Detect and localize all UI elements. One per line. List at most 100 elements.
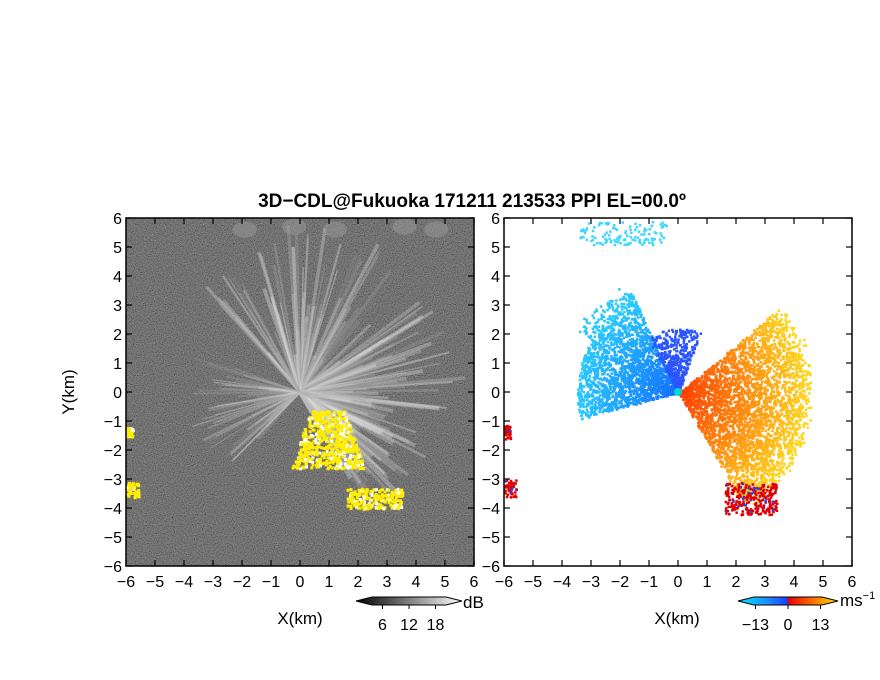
right-velocity-pixel (597, 341, 601, 345)
right-velocity-pixel (787, 386, 791, 389)
right-velocity-pixel (698, 419, 701, 423)
right-velocity-pixel (683, 389, 686, 393)
left-beam (299, 298, 305, 393)
left-yellow-pixel (390, 492, 394, 496)
left-beam (286, 328, 301, 393)
right-velocity-pixel (592, 413, 596, 416)
left-yellow-pixel (340, 412, 344, 416)
right-velocity-pixel (617, 340, 621, 344)
left-beam (299, 390, 394, 413)
left-beam (299, 321, 361, 393)
right-velocity-pixel (602, 345, 605, 348)
left-panel-noise (126, 218, 474, 566)
right-velocity-pixel (795, 439, 798, 443)
right-velocity-pixel (589, 366, 592, 370)
right-velocity-pixel (791, 356, 795, 360)
left-yellow-pixel (343, 427, 347, 431)
left-yellow-pixel (300, 455, 304, 459)
left-yellow-pixel (352, 491, 356, 495)
right-velocity-pixel (656, 358, 659, 362)
right-velocity-pixel (656, 364, 660, 367)
left-beam (219, 387, 301, 393)
right-velocity-pixel (776, 472, 780, 476)
right-velocity-pixel (662, 337, 666, 340)
left-yellow-pixel (317, 423, 321, 427)
right-velocity-pixel (624, 316, 627, 320)
right-velocity-pixel (657, 387, 661, 391)
right-velocity-pixel (608, 365, 612, 368)
right-velocity-pixel (666, 333, 669, 337)
right-velocity-pixel (673, 338, 676, 341)
right-velocity-pixel (610, 372, 613, 375)
right-velocity-pixel (726, 422, 729, 425)
right-velocity-pixel (627, 353, 631, 357)
right-velocity-pixel (647, 355, 650, 358)
left-yellow-pixel (332, 455, 336, 459)
right-velocity-pixel (637, 361, 641, 365)
right-velocity-pixel (586, 410, 590, 414)
left-yellow-pixel (133, 485, 137, 489)
right-velocity-pixel (709, 416, 712, 419)
right-velocity-pixel (606, 366, 610, 370)
right-velocity-pixel (728, 480, 732, 483)
right-velocity-pixel (593, 391, 597, 394)
left-yellow-pixel (357, 448, 361, 452)
left-beam (299, 367, 348, 394)
right-velocity-pixel (605, 396, 608, 399)
right-velocity-pixel (656, 354, 660, 357)
right-velocity-pixel (634, 389, 638, 393)
left-beam (263, 389, 301, 393)
right-velocity-pixel (695, 379, 698, 382)
right-velocity-pixel (616, 316, 619, 320)
right-velocity-pixel (760, 380, 764, 384)
left-beam (299, 356, 386, 393)
right-velocity-pixel (678, 360, 682, 363)
right-velocity-pixel (737, 424, 741, 428)
right-velocity-pixel (652, 384, 656, 388)
left-yellow-pixel (360, 459, 364, 463)
right-velocity-pixel (802, 441, 806, 445)
right-velocity-pixel (653, 381, 656, 384)
left-beam (299, 310, 434, 394)
right-velocity-pixel (607, 305, 610, 308)
right-velocity-pixel (647, 371, 651, 375)
left-beam (298, 317, 321, 393)
right-velocity-pixel (622, 336, 626, 340)
right-velocity-pixel (669, 381, 673, 384)
right-velocity-pixel (693, 387, 696, 391)
right-velocity-pixel (585, 405, 588, 408)
right-velocity-pixel (737, 391, 741, 395)
right-velocity-pixels (504, 220, 813, 517)
left-yellow-pixel (319, 425, 323, 429)
right-velocity-pixel (784, 373, 788, 376)
right-velocity-pixel (664, 393, 668, 397)
right-velocity-pixel (606, 335, 610, 338)
left-yellow-pixel (296, 457, 300, 461)
right-velocity-pixel (765, 438, 768, 441)
left-beam (299, 382, 356, 394)
left-beam (299, 359, 341, 394)
right-velocity-pixel (640, 366, 644, 370)
right-velocity-pixel (600, 313, 603, 317)
left-yellow-pixel (394, 496, 398, 500)
left-yellow-pixel (307, 447, 311, 451)
right-velocity-pixel (597, 356, 601, 360)
right-velocity-pixel (625, 371, 629, 374)
right-velocity-pixel (783, 365, 787, 368)
right-velocity-pixel (634, 373, 638, 377)
right-velocity-pixel (764, 469, 767, 473)
left-beam (299, 389, 441, 411)
right-velocity-pixel (666, 344, 669, 348)
right-velocity-pixel (657, 376, 660, 379)
left-yellow-pixel (306, 456, 310, 460)
left-yellow-pixel (338, 437, 342, 441)
right-velocity-pixel (758, 326, 761, 330)
right-velocity-pixel (635, 309, 639, 312)
right-velocity-pixel (655, 368, 659, 372)
left-yellow-pixel (302, 431, 306, 435)
right-velocity-pixel (668, 380, 671, 383)
right-velocity-pixel (666, 356, 669, 359)
right-velocity-pixel (726, 400, 730, 404)
left-yellow-patches (126, 410, 405, 511)
